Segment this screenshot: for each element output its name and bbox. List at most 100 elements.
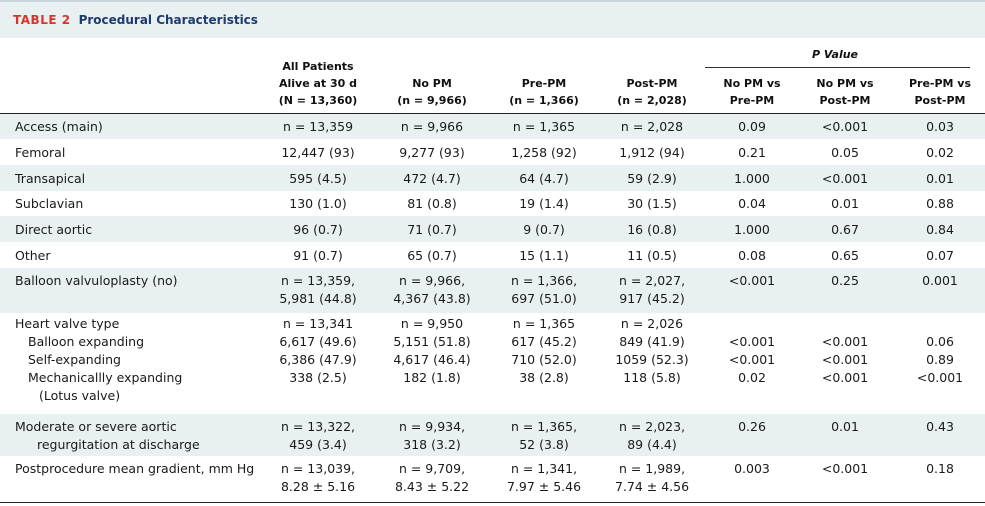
table-number: TABLE 2 (13, 13, 71, 27)
cell-value: 459 (3.4) (289, 437, 347, 452)
table-cell: <0.001 (790, 170, 900, 188)
cell-value: 0.02 (738, 370, 766, 385)
table-bottom-rule (0, 502, 985, 503)
column-header-1: All Patients Alive at 30 d (N = 13,360) (263, 58, 373, 109)
table-cell: n = 13,359, 5,981 (44.8) (263, 272, 373, 308)
cell-value: 15 (1.1) (519, 248, 569, 263)
table-cell: 0.03 (885, 118, 985, 136)
row-label-line: Mechanicallly expanding (28, 370, 183, 385)
table-row: Postprocedure mean gradient, mm Hg n = 13… (0, 456, 985, 501)
table-cell: 0.84 (885, 221, 985, 239)
cell-value: 0.88 (926, 196, 954, 211)
table-cell: 0.26 (697, 418, 807, 436)
row-label: Postprocedure mean gradient, mm Hg (15, 460, 254, 478)
cell-value: n = 9,966, (398, 273, 466, 288)
column-header-line: Pre-PM vs (908, 77, 972, 90)
table-cell: 0.01 (885, 170, 985, 188)
table-cell: 472 (4.7) (377, 170, 487, 188)
cell-value: n = 13,039, (280, 461, 356, 476)
table-cell: 11 (0.5) (597, 247, 707, 265)
cell-value: 16 (0.8) (627, 222, 677, 237)
row-label: Heart valve type Balloon expanding Self-ex… (15, 315, 182, 405)
table-cell: n = 1,365 (489, 118, 599, 136)
cell-value: 0.25 (831, 273, 859, 288)
table-cell: 1,258 (92) (489, 144, 599, 162)
table-cell: n = 9,966, 4,367 (43.8) (377, 272, 487, 308)
cell-value: <0.001 (728, 334, 776, 349)
column-header-line: Pre-PM (729, 94, 775, 107)
p-value-group-label: P Value (811, 48, 859, 61)
table-row: Heart valve type Balloon expanding Self-ex… (0, 313, 985, 414)
row-label: Direct aortic (15, 221, 92, 239)
cell-value: 6,386 (47.9) (279, 352, 357, 367)
table-cell: n = 2,028 (597, 118, 707, 136)
cell-value: 9 (0.7) (523, 222, 565, 237)
cell-value: n = 2,023, (618, 419, 686, 434)
row-label: Transapical (15, 170, 85, 188)
table-cell: 1.000 (697, 221, 807, 239)
cell-value: 0.18 (926, 461, 954, 476)
row-label-line: Self-expanding (28, 352, 121, 367)
cell-value: n = 13,341 (282, 316, 354, 331)
table-cell: 0.25 (790, 272, 900, 290)
table-cell: 0.65 (790, 247, 900, 265)
table-cell: 0.07 (885, 247, 985, 265)
table-row: Moderate or severe aortic regurgitation a… (0, 414, 985, 456)
table-cell: 1.000 (697, 170, 807, 188)
table-cell: 15 (1.1) (489, 247, 599, 265)
cell-value: 52 (3.8) (519, 437, 569, 452)
column-header-line: Alive at 30 d (278, 77, 358, 90)
table-cell: <0.001 (790, 118, 900, 136)
cell-value: n = 1,341, (510, 461, 578, 476)
cell-value: 118 (5.8) (623, 370, 681, 385)
cell-value: 0.03 (926, 119, 954, 134)
table-cell: 0.04 (697, 195, 807, 213)
table-cell: n = 9,950 5,151 (51.8) 4,617 (46.4) 182 (1.… (377, 315, 487, 387)
table-cell: 65 (0.7) (377, 247, 487, 265)
table-row: Access (main) n = 13,359 n = 9,966 n = 1,36… (0, 114, 985, 139)
table-cell: <0.001 (790, 460, 900, 478)
table-title-bar: TABLE 2 Procedural Characteristics (0, 0, 985, 38)
cell-value: <0.001 (728, 352, 776, 367)
cell-value: n = 9,950 (400, 316, 464, 331)
cell-value: 65 (0.7) (407, 248, 457, 263)
cell-value: 12,447 (93) (281, 145, 355, 160)
row-label: Femoral (15, 144, 65, 162)
cell-value: <0.001 (821, 352, 869, 367)
cell-value (790, 315, 900, 333)
table-header: P Value All Patients Alive at 30 d (N = 13… (0, 38, 985, 114)
cell-value: 338 (2.5) (289, 370, 347, 385)
table-body: Access (main) n = 13,359 n = 9,966 n = 1,36… (0, 114, 985, 501)
p-value-group-rule (705, 67, 970, 68)
table-cell: <0.001 (697, 272, 807, 290)
cell-value: 7.74 ± 4.56 (614, 479, 690, 494)
cell-value: 917 (45.2) (619, 291, 685, 306)
cell-value: <0.001 (916, 370, 964, 385)
row-label-line: Access (main) (15, 119, 103, 134)
table-cell: <0.001 <0.001 0.02 (697, 315, 807, 387)
column-header-line: No PM vs (816, 77, 874, 90)
cell-value: n = 13,359 (282, 119, 354, 134)
table-cell: 0.02 (885, 144, 985, 162)
cell-value: 617 (45.2) (511, 334, 577, 349)
row-label-line: Moderate or severe aortic (15, 419, 177, 434)
table-cell: 1,912 (94) (597, 144, 707, 162)
cell-value: 697 (51.0) (511, 291, 577, 306)
row-label: Moderate or severe aortic regurgitation a… (15, 418, 200, 454)
table-cell: 9,277 (93) (377, 144, 487, 162)
cell-value: 472 (4.7) (403, 171, 461, 186)
row-label: Balloon valvuloplasty (no) (15, 272, 178, 290)
cell-value: 0.003 (734, 461, 770, 476)
cell-value: 64 (4.7) (519, 171, 569, 186)
cell-value: 1,258 (92) (511, 145, 577, 160)
cell-value: 0.07 (926, 248, 954, 263)
table-cell: n = 2,026 849 (41.9) 1059 (52.3) 118 (5.8) (597, 315, 707, 387)
cell-value: 5,981 (44.8) (279, 291, 357, 306)
cell-value: n = 9,966 (400, 119, 464, 134)
cell-value: 0.26 (738, 419, 766, 434)
cell-value: n = 1,366, (510, 273, 578, 288)
row-label-line: (Lotus valve) (39, 388, 121, 403)
table-cell: 0.67 (790, 221, 900, 239)
column-header-line: (n = 2,028) (617, 94, 687, 107)
table-cell: 71 (0.7) (377, 221, 487, 239)
